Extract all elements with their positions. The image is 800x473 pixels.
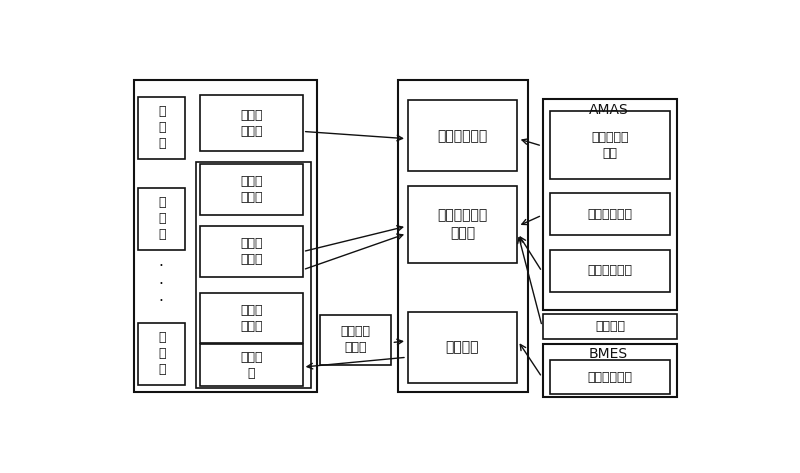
Bar	[543, 344, 677, 397]
Text: 封测工
序需时: 封测工 序需时	[240, 237, 263, 266]
Bar	[201, 95, 302, 151]
Text: 自动产品分配
及确认: 自动产品分配 及确认	[438, 209, 487, 240]
Bar	[408, 100, 517, 172]
Text: 产品状况追踪: 产品状况追踪	[587, 370, 633, 384]
Bar	[550, 112, 670, 179]
Bar	[398, 80, 528, 392]
Bar	[134, 80, 317, 392]
Text: 封
测
厂: 封 测 厂	[158, 105, 166, 150]
Bar	[138, 188, 185, 250]
Text: 客户喜好: 客户喜好	[595, 320, 625, 333]
Bar	[138, 97, 185, 159]
Text: 产品封
测工序: 产品封 测工序	[240, 175, 263, 204]
Text: 前段制造工序: 前段制造工序	[587, 208, 633, 221]
Bar	[543, 99, 677, 310]
Text: 自动产能预估: 自动产能预估	[438, 129, 487, 143]
Bar	[550, 193, 670, 235]
Bar	[408, 186, 517, 263]
Bar	[201, 164, 302, 215]
Bar	[138, 323, 185, 385]
Bar	[550, 250, 670, 292]
Bar	[408, 312, 517, 383]
Text: ·
·
·: · · ·	[158, 260, 163, 309]
Bar	[550, 360, 670, 394]
Text: AMAS: AMAS	[589, 103, 628, 116]
Text: 封
测
厂: 封 测 厂	[158, 331, 166, 376]
Text: 前段在制品
信息: 前段在制品 信息	[591, 131, 629, 159]
Text: 自动委外: 自动委外	[446, 340, 479, 354]
Text: 封测厂质
量记录: 封测厂质 量记录	[341, 325, 370, 354]
Bar	[201, 293, 302, 342]
Bar	[196, 162, 310, 388]
Bar	[201, 226, 302, 277]
Text: 工序制造需时: 工序制造需时	[587, 264, 633, 277]
Bar	[543, 314, 677, 339]
Bar	[201, 344, 302, 386]
Text: BMES: BMES	[589, 347, 628, 360]
Text: 机台运
转状况: 机台运 转状况	[240, 304, 263, 333]
Text: 产品封
测状况: 产品封 测状况	[240, 109, 263, 138]
Bar	[320, 315, 391, 365]
Text: 封装测
试: 封装测 试	[240, 351, 263, 380]
Text: 封
测
厂: 封 测 厂	[158, 196, 166, 241]
